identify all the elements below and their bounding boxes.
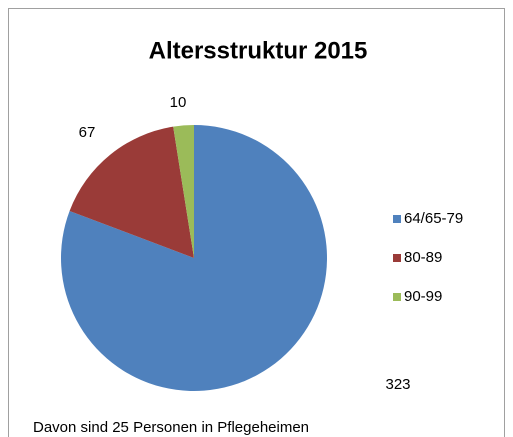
data-label: 323 [385, 376, 410, 393]
legend-swatch [393, 293, 401, 301]
pie-slice [69, 126, 194, 258]
legend-swatch [393, 215, 401, 223]
legend-label: 90-99 [404, 288, 442, 305]
legend-label: 64/65-79 [404, 210, 463, 227]
data-label: 67 [79, 124, 96, 141]
chart-title: Altersstruktur 2015 [149, 37, 368, 64]
pie-slice [173, 125, 194, 258]
annotation: Davon sind 25 Personen in Pflegeheimen [33, 419, 309, 436]
data-label: 10 [170, 94, 187, 111]
pie-slice [60, 125, 327, 391]
legend-label: 80-89 [404, 249, 442, 266]
legend-swatch [393, 254, 401, 262]
